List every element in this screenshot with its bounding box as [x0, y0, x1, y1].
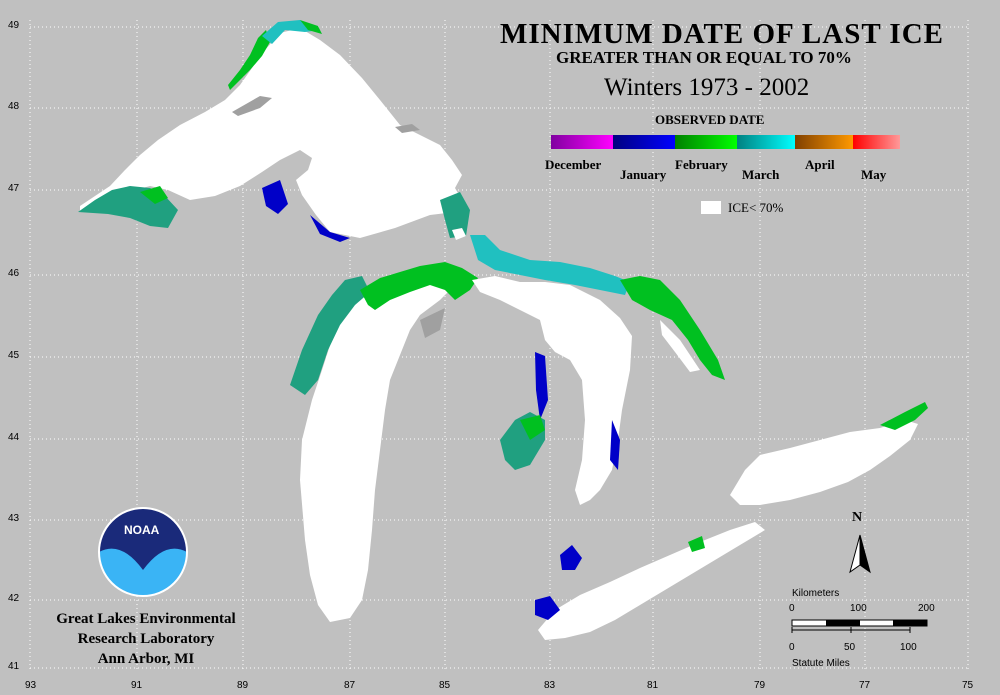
legend-month-february: February: [675, 157, 728, 172]
lon-label: 87: [344, 680, 356, 691]
lon-label: 83: [544, 680, 556, 691]
legend-swatch-december: [551, 135, 613, 149]
lat-label: 46: [8, 268, 20, 279]
legend-heading: OBSERVED DATE: [655, 112, 765, 127]
legend-swatch-february: [675, 135, 737, 149]
lon-label: 77: [859, 680, 871, 691]
legend-swatch-january: [613, 135, 675, 149]
legend-swatch-may: [853, 135, 900, 149]
north-arrow-icon: [849, 534, 871, 574]
org-name-line1: Great Lakes Environmental: [56, 611, 236, 627]
lon-label: 81: [647, 680, 659, 691]
lon-label: 79: [754, 680, 766, 691]
legend-month-december: December: [545, 157, 602, 172]
scale-km-tick: 0: [789, 603, 795, 614]
scale-mi-tick: 0: [789, 642, 795, 653]
noaa-logo-icon: [98, 507, 188, 597]
lon-label: 91: [131, 680, 143, 691]
map-title: MINIMUM DATE OF LAST ICE: [500, 18, 944, 50]
scale-mi-tick: 50: [844, 642, 856, 653]
map-subtitle: GREATER THAN OR EQUAL TO 70%: [556, 48, 852, 67]
noaa-logo-text: NOAA: [124, 523, 160, 537]
legend-month-may: May: [861, 167, 887, 182]
lake-superior: [78, 20, 470, 242]
lon-label: 89: [237, 680, 249, 691]
lat-label: 42: [8, 593, 20, 604]
scale-km-tick: 200: [918, 603, 935, 614]
lon-label: 93: [25, 680, 37, 691]
legend-month-april: April: [805, 157, 835, 172]
lat-label: 48: [8, 101, 20, 112]
lat-label: 41: [8, 661, 20, 672]
legend-month-march: March: [742, 167, 780, 182]
north-label: N: [852, 510, 863, 525]
scale-mi-label: Statute Miles: [792, 658, 850, 669]
lat-label: 44: [8, 432, 20, 443]
scale-mi-tick: 100: [900, 642, 917, 653]
lat-label: 43: [8, 513, 20, 524]
org-name-line2: Research Laboratory: [77, 631, 215, 647]
lake-huron: [470, 235, 725, 505]
lon-label: 85: [439, 680, 451, 691]
lon-label: 75: [962, 680, 974, 691]
ice-legend-swatch: [701, 201, 721, 214]
lat-label: 49: [8, 20, 20, 31]
lat-label: 47: [8, 183, 20, 194]
lake-michigan: [290, 262, 478, 622]
legend-swatch-march: [737, 135, 795, 149]
lat-label: 45: [8, 350, 20, 361]
lake-erie: [535, 522, 765, 640]
scale-bar: [791, 619, 928, 633]
legend-swatch-april: [795, 135, 853, 149]
org-location: Ann Arbor, MI: [97, 651, 195, 667]
scale-km-tick: 100: [850, 603, 867, 614]
lake-ontario: [730, 402, 928, 505]
scale-km-label: Kilometers: [792, 588, 840, 599]
legend-month-january: January: [620, 167, 667, 182]
ice-legend-label: ICE< 70%: [728, 200, 784, 215]
map-period: Winters 1973 - 2002: [604, 74, 810, 101]
